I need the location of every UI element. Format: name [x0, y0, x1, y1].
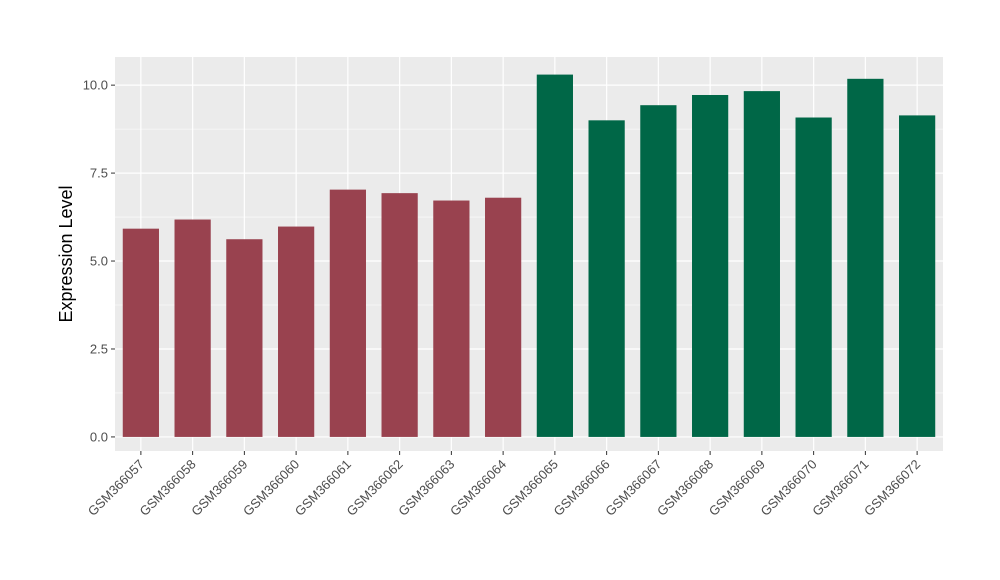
y-axis-title: Expression Level: [56, 185, 76, 322]
bars: [122, 74, 936, 437]
bar-gsm366059: [226, 239, 263, 437]
bar-gsm366058: [174, 219, 211, 437]
y-tick-label: 5.0: [90, 254, 108, 269]
bar-gsm366068: [692, 94, 729, 437]
y-tick-label: 2.5: [90, 341, 108, 356]
bar-gsm366070: [795, 117, 832, 437]
bar-gsm366069: [743, 91, 780, 437]
bar-gsm366057: [122, 228, 159, 437]
bar-gsm366063: [433, 200, 470, 437]
y-axis-ticks: 0.0 2.5 5.0 7.5 10.0: [83, 78, 115, 444]
bar-gsm366064: [485, 197, 522, 437]
x-axis-ticks: GSM366057GSM366058GSM366059GSM366060GSM3…: [85, 451, 923, 519]
x-tick-label: GSM366072: [861, 457, 923, 519]
bar-gsm366067: [640, 105, 677, 437]
bar-gsm366060: [278, 226, 315, 437]
bar-gsm366061: [329, 189, 366, 437]
bar-gsm366071: [847, 78, 884, 437]
bar-gsm366062: [381, 193, 418, 437]
bar-gsm366065: [536, 74, 573, 437]
y-tick-label: 10.0: [83, 78, 108, 93]
y-tick-label: 7.5: [90, 166, 108, 181]
bar-gsm366066: [588, 120, 625, 437]
bar-gsm366072: [899, 115, 936, 437]
y-tick-label: 0.0: [90, 429, 108, 444]
